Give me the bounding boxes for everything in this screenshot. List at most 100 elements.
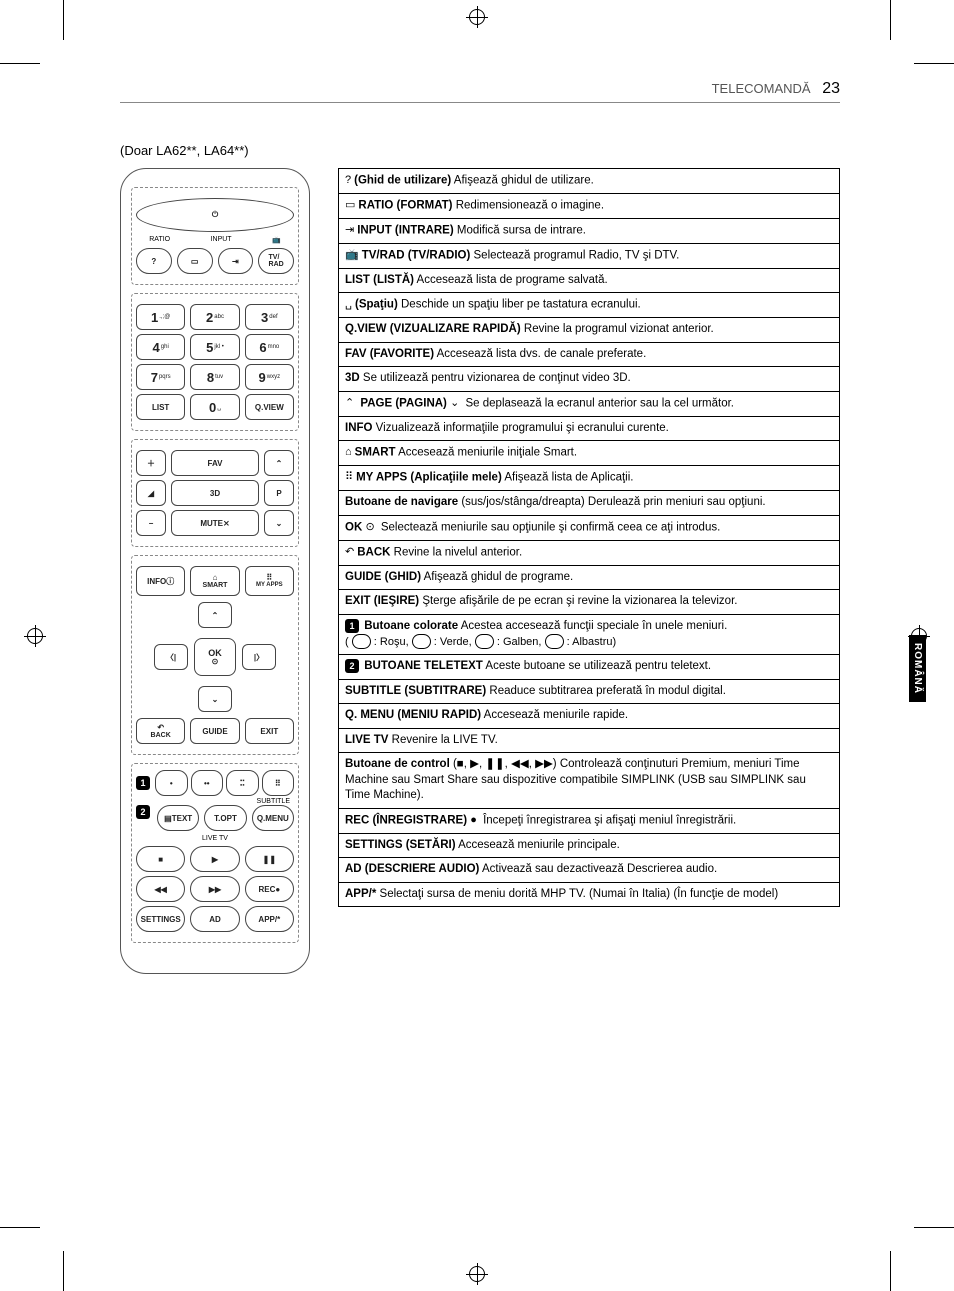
desc-bold: SETTINGS (SETĂRI) xyxy=(345,839,456,851)
subtitle-label: SUBTITLE xyxy=(136,798,290,805)
desc-text: Revenire la LIVE TV. xyxy=(388,734,497,746)
desc-text: Modifică sursa de intrare. xyxy=(454,224,586,236)
desc-bold: BACK xyxy=(357,546,390,558)
mute-button: MUTE ⨯ xyxy=(171,510,259,536)
ok-button: OK⊙ xyxy=(194,638,236,676)
myapps-button: ⠿MY APPS xyxy=(245,566,294,596)
numpad-4: 4ghi xyxy=(136,334,185,360)
nav-right-button: |〉 xyxy=(242,644,276,670)
desc-bold: Butoane colorate xyxy=(364,620,458,632)
desc-text: Şterge afişările de pe ecran şi revine l… xyxy=(419,595,737,607)
model-note: (Doar LA62**, LA64**) xyxy=(120,143,840,158)
desc-icon: ⇥ xyxy=(345,223,354,238)
crop-bl-h xyxy=(0,1227,40,1228)
desc-badge: 1 xyxy=(345,619,359,633)
crop-bl-v xyxy=(63,1251,64,1291)
desc-row-17: EXIT (IEŞIRE) Şterge afişările de pe ecr… xyxy=(339,590,839,615)
text-button: ▤TEXT xyxy=(157,805,199,831)
zero-button: 0␣ xyxy=(190,394,239,420)
desc-bold: APP/* xyxy=(345,888,376,900)
nav-pad: ⌃ ⌄ 〈| |〉 OK⊙ xyxy=(150,602,280,712)
desc-row-1: ▭RATIO (FORMAT) Redimensionează o imagin… xyxy=(339,194,839,219)
desc-text: Accesează lista de programe salvată. xyxy=(414,274,608,286)
desc-row-26: AD (DESCRIERE AUDIO) Activează sau dezac… xyxy=(339,858,839,883)
desc-badge: 2 xyxy=(345,659,359,673)
play-button: ▶ xyxy=(190,846,239,872)
desc-bold: INPUT (INTRARE) xyxy=(357,224,453,236)
ad-button: AD xyxy=(190,906,239,932)
desc-row-18: 1 Butoane colorate Acestea accesează fun… xyxy=(339,615,839,655)
list-button: LIST xyxy=(136,394,185,420)
desc-row-13: Butoane de navigare (sus/jos/stânga/drea… xyxy=(339,491,839,516)
desc-text: Selectează programul Radio, TV şi DTV. xyxy=(470,249,679,261)
desc-text: Readuce subtitrarea preferată în modul d… xyxy=(486,685,726,697)
info-button: INFO ⓘ xyxy=(136,566,185,596)
nav-left-button: 〈| xyxy=(154,644,188,670)
desc-text: Accesează lista dvs. de canale preferate… xyxy=(434,348,646,360)
desc-bold: Butoane de navigare xyxy=(345,496,458,508)
desc-bold: BUTOANE TELETEXT xyxy=(364,660,483,672)
desc-bold: AD (DESCRIERE AUDIO) xyxy=(345,863,479,875)
3d-button: 3D xyxy=(171,480,259,506)
desc-row-22: LIVE TV Revenire la LIVE TV. xyxy=(339,729,839,754)
numpad-1: 1.,;@ xyxy=(136,304,185,330)
desc-row-15: ↶BACK Revine la nivelul anterior. xyxy=(339,541,839,566)
desc-icon: ▭ xyxy=(345,198,355,213)
desc-row-20: SUBTITLE (SUBTITRARE) Readuce subtitrare… xyxy=(339,680,839,705)
desc-bold: Q. MENU (MENIU RAPID) xyxy=(345,709,481,721)
desc-bold: (Spaţiu) xyxy=(355,299,398,311)
desc-row-5: ␣(Spaţiu) Deschide un spaţiu liber pe ta… xyxy=(339,293,839,318)
desc-bold: SUBTITLE (SUBTITRARE) xyxy=(345,685,486,697)
crop-br-v xyxy=(890,1251,891,1291)
desc-text: Aceste butoane se utilizează pentru tele… xyxy=(483,660,711,672)
page-up-button: ⌃ xyxy=(264,450,294,476)
smart-button: ⌂SMART xyxy=(190,566,239,596)
crop-br-h xyxy=(914,1227,954,1228)
desc-row-19: 2 BUTOANE TELETEXT Aceste butoane se uti… xyxy=(339,655,839,680)
stop-button: ■ xyxy=(136,846,185,872)
desc-icon: ␣ xyxy=(345,297,352,312)
desc-text: Accesează meniurile iniţiale Smart. xyxy=(396,447,578,459)
desc-text: Afişează lista de Aplicaţii. xyxy=(502,472,634,484)
crop-tr-h xyxy=(914,63,954,64)
desc-icon: 📺 xyxy=(345,248,359,263)
desc-bold: OK xyxy=(345,521,362,533)
settings-button: SETTINGS xyxy=(136,906,185,932)
green-button: •• xyxy=(191,770,224,796)
desc-row-0: ?(Ghid de utilizare) Afişează ghidul de … xyxy=(339,169,839,194)
livetv-label: LIVE TV xyxy=(136,835,294,842)
desc-extra: ( : Roşu, : Verde, : Galben, : Albastru) xyxy=(345,636,616,648)
ratio-label: RATIO xyxy=(149,236,170,244)
header-section: TELECOMANDĂ xyxy=(712,81,811,96)
desc-row-23: Butoane de control (■, ▶, ❚❚, ◀◀, ▶▶) Co… xyxy=(339,753,839,809)
badge-2: 2 xyxy=(136,805,150,819)
yellow-button: ⠭ xyxy=(226,770,259,796)
input-button: ⇥ xyxy=(218,248,254,274)
guide-button: GUIDE xyxy=(190,718,239,744)
desc-bold: EXIT (IEŞIRE) xyxy=(345,595,419,607)
desc-text: Afişează ghidul de utilizare. xyxy=(451,174,594,186)
blue-button: ⠿ xyxy=(262,770,295,796)
desc-text: Activează sau dezactivează Descrierea au… xyxy=(479,863,717,875)
page-label: P xyxy=(264,480,294,506)
rec-button: REC ● xyxy=(245,876,294,902)
desc-bold: LIST (LISTĂ) xyxy=(345,274,414,286)
header-page-number: 23 xyxy=(822,80,840,97)
tvrad-button: TV/RAD xyxy=(258,248,294,274)
ratio-button: ▭ xyxy=(177,248,213,274)
topt-button: T.OPT xyxy=(204,805,246,831)
desc-row-24: REC (ÎNREGISTRARE) ● Începeţi înregistra… xyxy=(339,809,839,834)
red-button: • xyxy=(155,770,188,796)
crop-tr-v xyxy=(890,0,891,40)
nav-down-button: ⌄ xyxy=(198,686,232,712)
nav-up-button: ⌃ xyxy=(198,602,232,628)
desc-icon: ⌄ xyxy=(450,396,459,411)
vol-icon: ◢ xyxy=(136,480,166,506)
desc-text: (sus/jos/stânga/dreapta) Derulează prin … xyxy=(458,496,765,508)
description-table: ?(Ghid de utilizare) Afişează ghidul de … xyxy=(338,168,840,907)
desc-icon: ● xyxy=(470,813,477,828)
qmenu-button: Q.MENU xyxy=(252,805,294,831)
language-tab: ROMÂNĂ xyxy=(909,635,926,702)
reg-mark-top xyxy=(466,6,488,28)
desc-text: Se utilizează pentru vizionarea de conţi… xyxy=(360,372,631,384)
